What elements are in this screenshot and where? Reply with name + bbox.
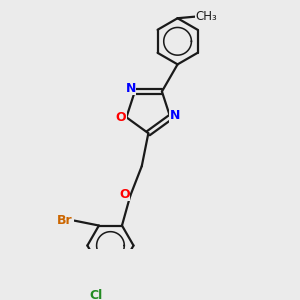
Text: O: O — [115, 111, 126, 124]
Text: O: O — [119, 188, 130, 201]
Text: Cl: Cl — [89, 289, 102, 300]
Text: Br: Br — [57, 214, 73, 227]
Text: N: N — [125, 82, 136, 95]
Text: CH₃: CH₃ — [196, 10, 217, 23]
Text: N: N — [170, 109, 180, 122]
